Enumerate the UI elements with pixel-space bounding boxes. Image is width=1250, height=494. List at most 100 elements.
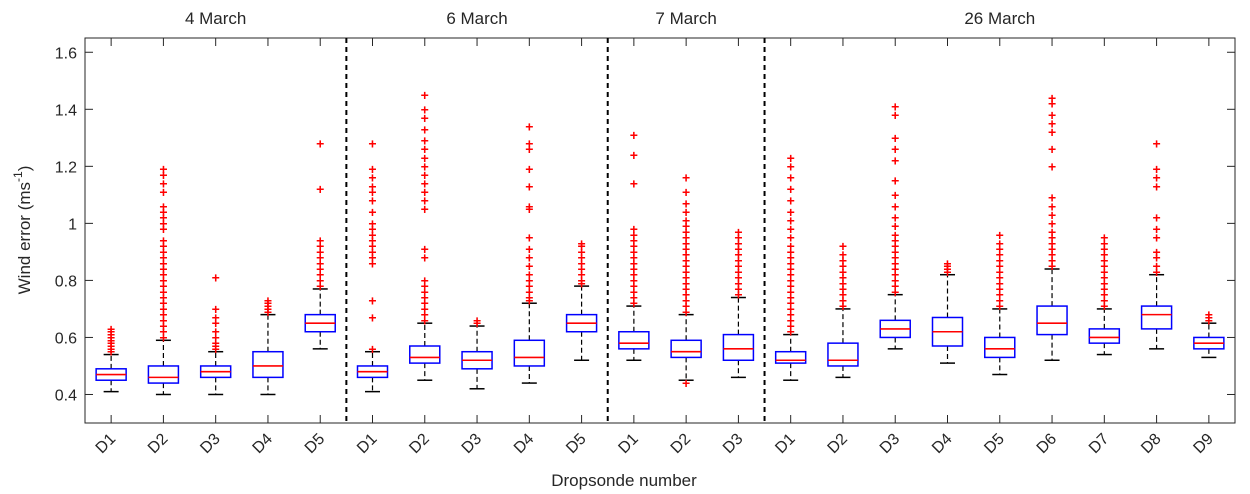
- outlier-point: +: [368, 215, 376, 231]
- outlier-point: +: [891, 130, 899, 146]
- y-tick-label: 1: [68, 216, 77, 233]
- outlier-point: +: [734, 281, 742, 297]
- outlier-point: +: [525, 292, 533, 308]
- outlier-point: +: [1152, 161, 1160, 177]
- outlier-point: +: [839, 287, 847, 303]
- outlier-point: +: [891, 141, 899, 157]
- outlier-point: +: [159, 284, 167, 300]
- outlier-point: +: [1048, 207, 1056, 223]
- outlier-point: +: [159, 255, 167, 271]
- x-tick-label: D8: [1138, 431, 1165, 458]
- outlier-point: +: [734, 270, 742, 286]
- outlier-point: +: [159, 215, 167, 231]
- outlier-point: +: [630, 175, 638, 191]
- outlier-point: +: [316, 136, 324, 152]
- outlier-point: +: [421, 110, 429, 126]
- outlier-point: +: [996, 227, 1004, 243]
- x-tick-label: D4: [250, 431, 277, 458]
- x-tick-label: D1: [93, 431, 120, 458]
- outlier-point: +: [421, 201, 429, 217]
- outlier-point: +: [159, 244, 167, 260]
- iqr-box: [774, 350, 807, 364]
- outlier-point: +: [682, 224, 690, 240]
- x-tick-label: D2: [825, 431, 852, 458]
- outlier-point: +: [787, 261, 795, 277]
- outlier-point: +: [107, 332, 115, 348]
- outlier-point: +: [996, 247, 1004, 263]
- outlier-point: +: [1048, 247, 1056, 263]
- outlier-point: +: [421, 272, 429, 288]
- outlier-point: +: [630, 278, 638, 294]
- outlier-point: +: [159, 278, 167, 294]
- outlier-point: +: [159, 232, 167, 248]
- outlier-point: +: [421, 141, 429, 157]
- outlier-point: +: [1100, 292, 1108, 308]
- outlier-point: +: [316, 232, 324, 248]
- outlier-point: +: [525, 198, 533, 214]
- outlier-point: +: [787, 193, 795, 209]
- outlier-point: +: [316, 267, 324, 283]
- outlier-point: +: [1205, 307, 1213, 323]
- x-tick-label: D3: [459, 431, 486, 458]
- outlier-point: +: [839, 238, 847, 254]
- outlier-point: +: [212, 309, 220, 325]
- outlier-point: +: [525, 178, 533, 194]
- iqr-box: [147, 365, 180, 384]
- x-tick-label: D9: [1190, 431, 1217, 458]
- outlier-point: +: [1100, 258, 1108, 274]
- outlier-point: +: [839, 298, 847, 314]
- outlier-point: +: [1152, 178, 1160, 194]
- outlier-point: +: [1048, 90, 1056, 106]
- outlier-point: +: [682, 281, 690, 297]
- outlier-point: +: [1048, 235, 1056, 251]
- y-tick-label: 0.8: [55, 273, 77, 290]
- outlier-point: +: [107, 341, 115, 357]
- outlier-point: +: [368, 244, 376, 260]
- outlier-point: +: [1048, 158, 1056, 174]
- outlier-point: +: [630, 238, 638, 254]
- outlier-point: +: [630, 272, 638, 288]
- outlier-point: +: [421, 133, 429, 149]
- outlier-point: +: [891, 261, 899, 277]
- outlier-point: +: [839, 292, 847, 308]
- outlier-point: +: [1152, 230, 1160, 246]
- outlier-point: +: [682, 270, 690, 286]
- outlier-point: +: [212, 341, 220, 357]
- outlier-point: +: [421, 295, 429, 311]
- outlier-point: +: [1048, 241, 1056, 257]
- outlier-point: +: [891, 107, 899, 123]
- outlier-point: +: [212, 270, 220, 286]
- outlier-point: +: [421, 175, 429, 191]
- x-tick-label: D4: [929, 431, 956, 458]
- x-tick-label: D3: [197, 431, 224, 458]
- outlier-point: +: [891, 218, 899, 234]
- outlier-point: +: [368, 238, 376, 254]
- outlier-point: +: [368, 184, 376, 200]
- outlier-point: +: [787, 230, 795, 246]
- outlier-point: +: [891, 98, 899, 114]
- outlier-point: +: [682, 275, 690, 291]
- outlier-point: +: [682, 241, 690, 257]
- outlier-point: +: [734, 287, 742, 303]
- outlier-point: +: [159, 301, 167, 317]
- outlier-point: +: [787, 170, 795, 186]
- outlier-point: +: [1152, 170, 1160, 186]
- outlier-point: +: [996, 275, 1004, 291]
- outlier-point: +: [787, 213, 795, 229]
- outlier-point: +: [996, 281, 1004, 297]
- outlier-point: +: [630, 290, 638, 306]
- outlier-point: +: [1100, 298, 1108, 314]
- outlier-point: +: [316, 255, 324, 271]
- outlier-point: +: [212, 301, 220, 317]
- x-axis-label: Dropsonde number: [551, 471, 697, 490]
- outlier-point: +: [891, 284, 899, 300]
- x-tick-label: D5: [563, 431, 590, 458]
- outlier-point: +: [159, 175, 167, 191]
- outlier-point: +: [525, 141, 533, 157]
- outlier-point: +: [421, 193, 429, 209]
- outlier-point: +: [421, 184, 429, 200]
- outlier-point: +: [787, 278, 795, 294]
- outlier-point: +: [107, 338, 115, 354]
- outlier-point: +: [525, 161, 533, 177]
- outlier-point: +: [525, 136, 533, 152]
